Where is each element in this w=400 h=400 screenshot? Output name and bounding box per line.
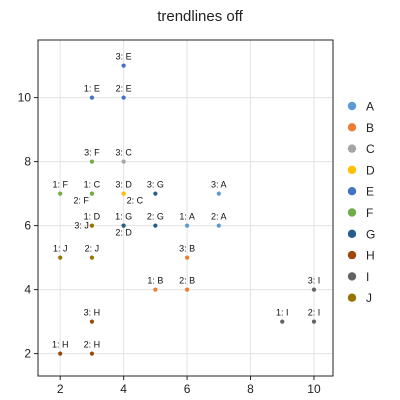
point-label: 2: C [127,196,144,206]
point-label: 3: J [74,221,89,231]
legend-label: H [366,249,375,263]
data-point [184,223,190,228]
legend-label: G [366,227,375,241]
data-point [89,223,95,228]
point-label: 3: H [84,308,101,318]
legend-label: J [366,291,372,305]
data-point [311,319,317,324]
data-point [89,159,95,164]
data-point [184,255,190,260]
point-label: 2: E [116,84,132,94]
chart-title: trendlines off [157,8,243,25]
data-point [89,319,95,324]
data-point [121,223,126,228]
data-point [184,287,190,292]
point-label: 1: G [115,212,132,222]
point-label: 1: B [147,276,163,286]
y-tick-label: 2 [24,347,31,361]
data-point [216,223,221,228]
legend-label: B [366,121,374,135]
legend-label: I [366,270,369,284]
data-point [89,351,95,356]
point-label: 3: A [211,180,227,190]
legend-label: F [366,206,373,220]
point-label: 2: I [308,308,321,318]
legend-marker [347,250,357,260]
point-label: 1: J [53,244,68,254]
legend-marker [347,187,357,196]
point-label: 2: H [84,340,101,350]
data-point [216,191,221,196]
legend-label: A [366,100,374,114]
data-point [58,255,63,260]
point-label: 1: D [84,212,101,222]
x-tick-label: 4 [120,382,127,396]
legend-marker [347,144,357,153]
data-point [280,319,285,324]
point-label: 2: F [73,196,89,206]
point-label: 2: J [85,244,100,254]
y-tick-label: 6 [24,219,31,233]
point-label: 1: E [84,84,100,94]
data-point [121,95,126,100]
point-label: 3: I [308,276,321,286]
data-point [153,191,158,196]
x-tick-label: 10 [307,382,321,396]
legend-marker [347,293,357,302]
x-tick-label: 8 [247,382,254,396]
y-tick-label: 4 [24,283,31,297]
point-label: 2: B [179,276,195,286]
data-point [153,287,158,292]
data-point [89,191,95,196]
point-label: 3: E [116,52,132,62]
data-point [58,191,63,196]
point-label: 3: D [115,180,132,190]
x-tick-label: 6 [184,382,191,396]
point-label: 2: G [147,212,164,222]
legend-marker [347,165,357,175]
legend-label: D [366,163,375,177]
point-label: 1: H [52,340,69,350]
legend-label: E [366,185,374,199]
y-tick-label: 8 [24,155,31,169]
legend-marker [347,229,357,238]
data-point [153,223,158,228]
data-point [58,351,63,356]
point-label: 3: B [179,244,195,254]
legend-marker [347,272,357,281]
data-point [311,287,317,292]
data-point [89,255,95,260]
legend-label: C [366,142,375,156]
data-point [121,159,126,164]
plot-frame [37,39,334,377]
legend-marker [347,101,357,111]
data-point [89,95,95,100]
x-tick-label: 2 [57,382,64,396]
legend-marker [347,123,357,132]
point-label: 1: A [179,212,195,222]
point-label: 1: F [52,180,68,190]
point-label: 3: G [147,180,164,190]
point-label: 1: I [276,308,289,318]
data-point [121,63,126,68]
point-label: 3: F [84,148,100,158]
data-point [121,191,126,196]
legend-marker [347,208,357,217]
point-label: 3: C [115,148,132,158]
point-label: 2: A [211,212,227,222]
point-label: 2: D [115,228,132,238]
point-label: 1: C [84,180,101,190]
y-tick-label: 10 [18,91,32,105]
